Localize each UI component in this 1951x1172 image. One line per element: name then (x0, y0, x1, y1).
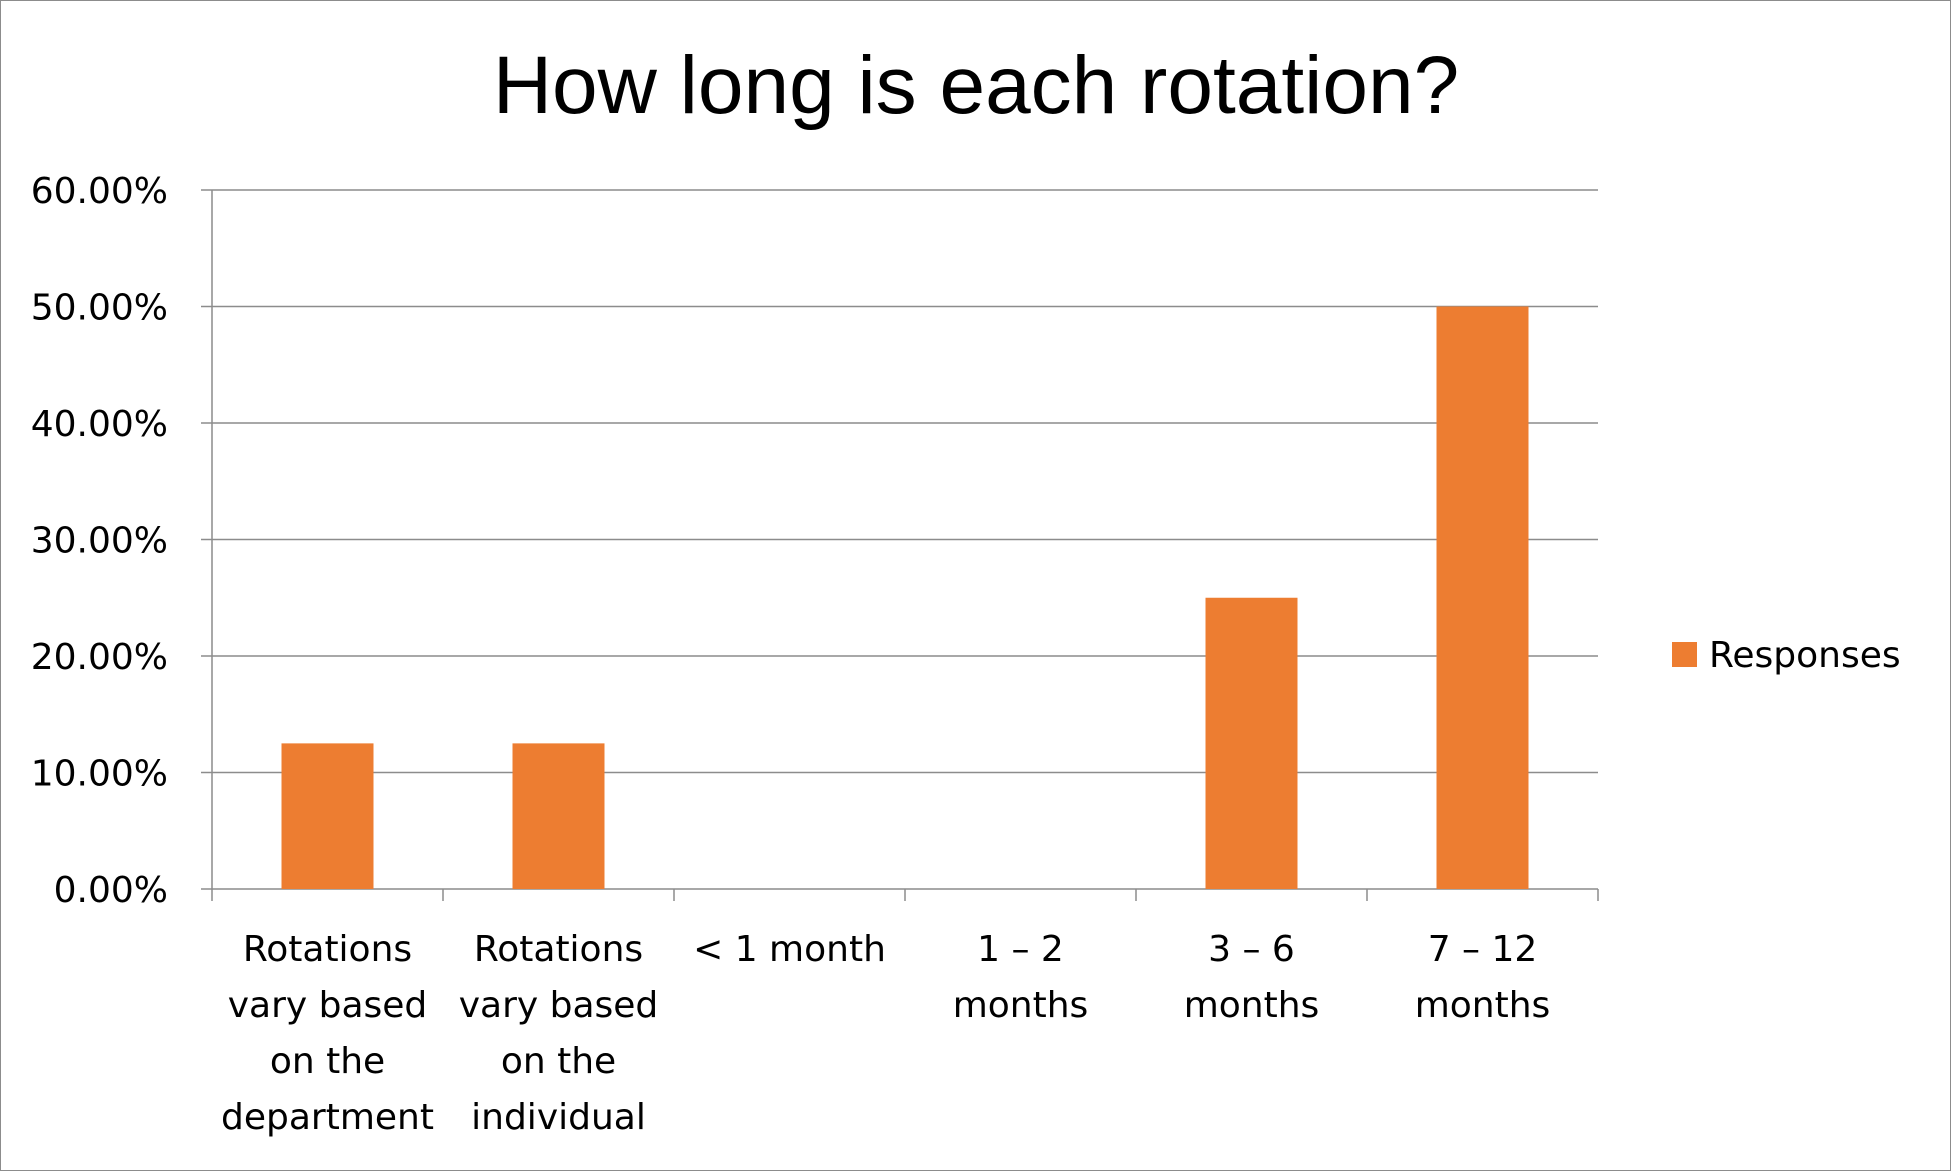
x-category-label: < 1 month (693, 929, 886, 970)
chart-title: How long is each rotation? (493, 40, 1459, 131)
x-category-label: Rotations vary based on the department (221, 929, 434, 1138)
legend-swatch (1672, 642, 1697, 667)
bar (281, 743, 374, 889)
x-category-label: 3 – 6 months (1184, 929, 1320, 1026)
y-tick-label: 50.00% (31, 288, 168, 329)
y-tick-labels: 0.00% 10.00% 20.00% 30.00% 40.00% 50.00% 60.00… (31, 171, 168, 911)
bar (1436, 306, 1529, 889)
bars (281, 306, 1529, 889)
x-category-label: Rotations vary based on the individual (459, 929, 659, 1138)
x-category-labels: Rotations vary based on the departmentRotat… (221, 929, 1550, 1138)
y-tick-label: 20.00% (31, 637, 168, 678)
y-tick-label: 0.00% (54, 870, 168, 911)
y-tick-label: 30.00% (31, 521, 168, 562)
bar (1205, 597, 1298, 889)
x-category-label: 7 – 12 months (1415, 929, 1551, 1026)
axes (211, 190, 1599, 901)
legend: Responses (1672, 635, 1901, 676)
y-tick-label: 40.00% (31, 404, 168, 445)
y-tick-label: 60.00% (31, 171, 168, 212)
bar (512, 743, 605, 889)
y-tick-label: 10.00% (31, 754, 168, 795)
gridlines (201, 189, 1598, 890)
legend-label: Responses (1709, 635, 1901, 676)
x-category-label: 1 – 2 months (953, 929, 1089, 1026)
